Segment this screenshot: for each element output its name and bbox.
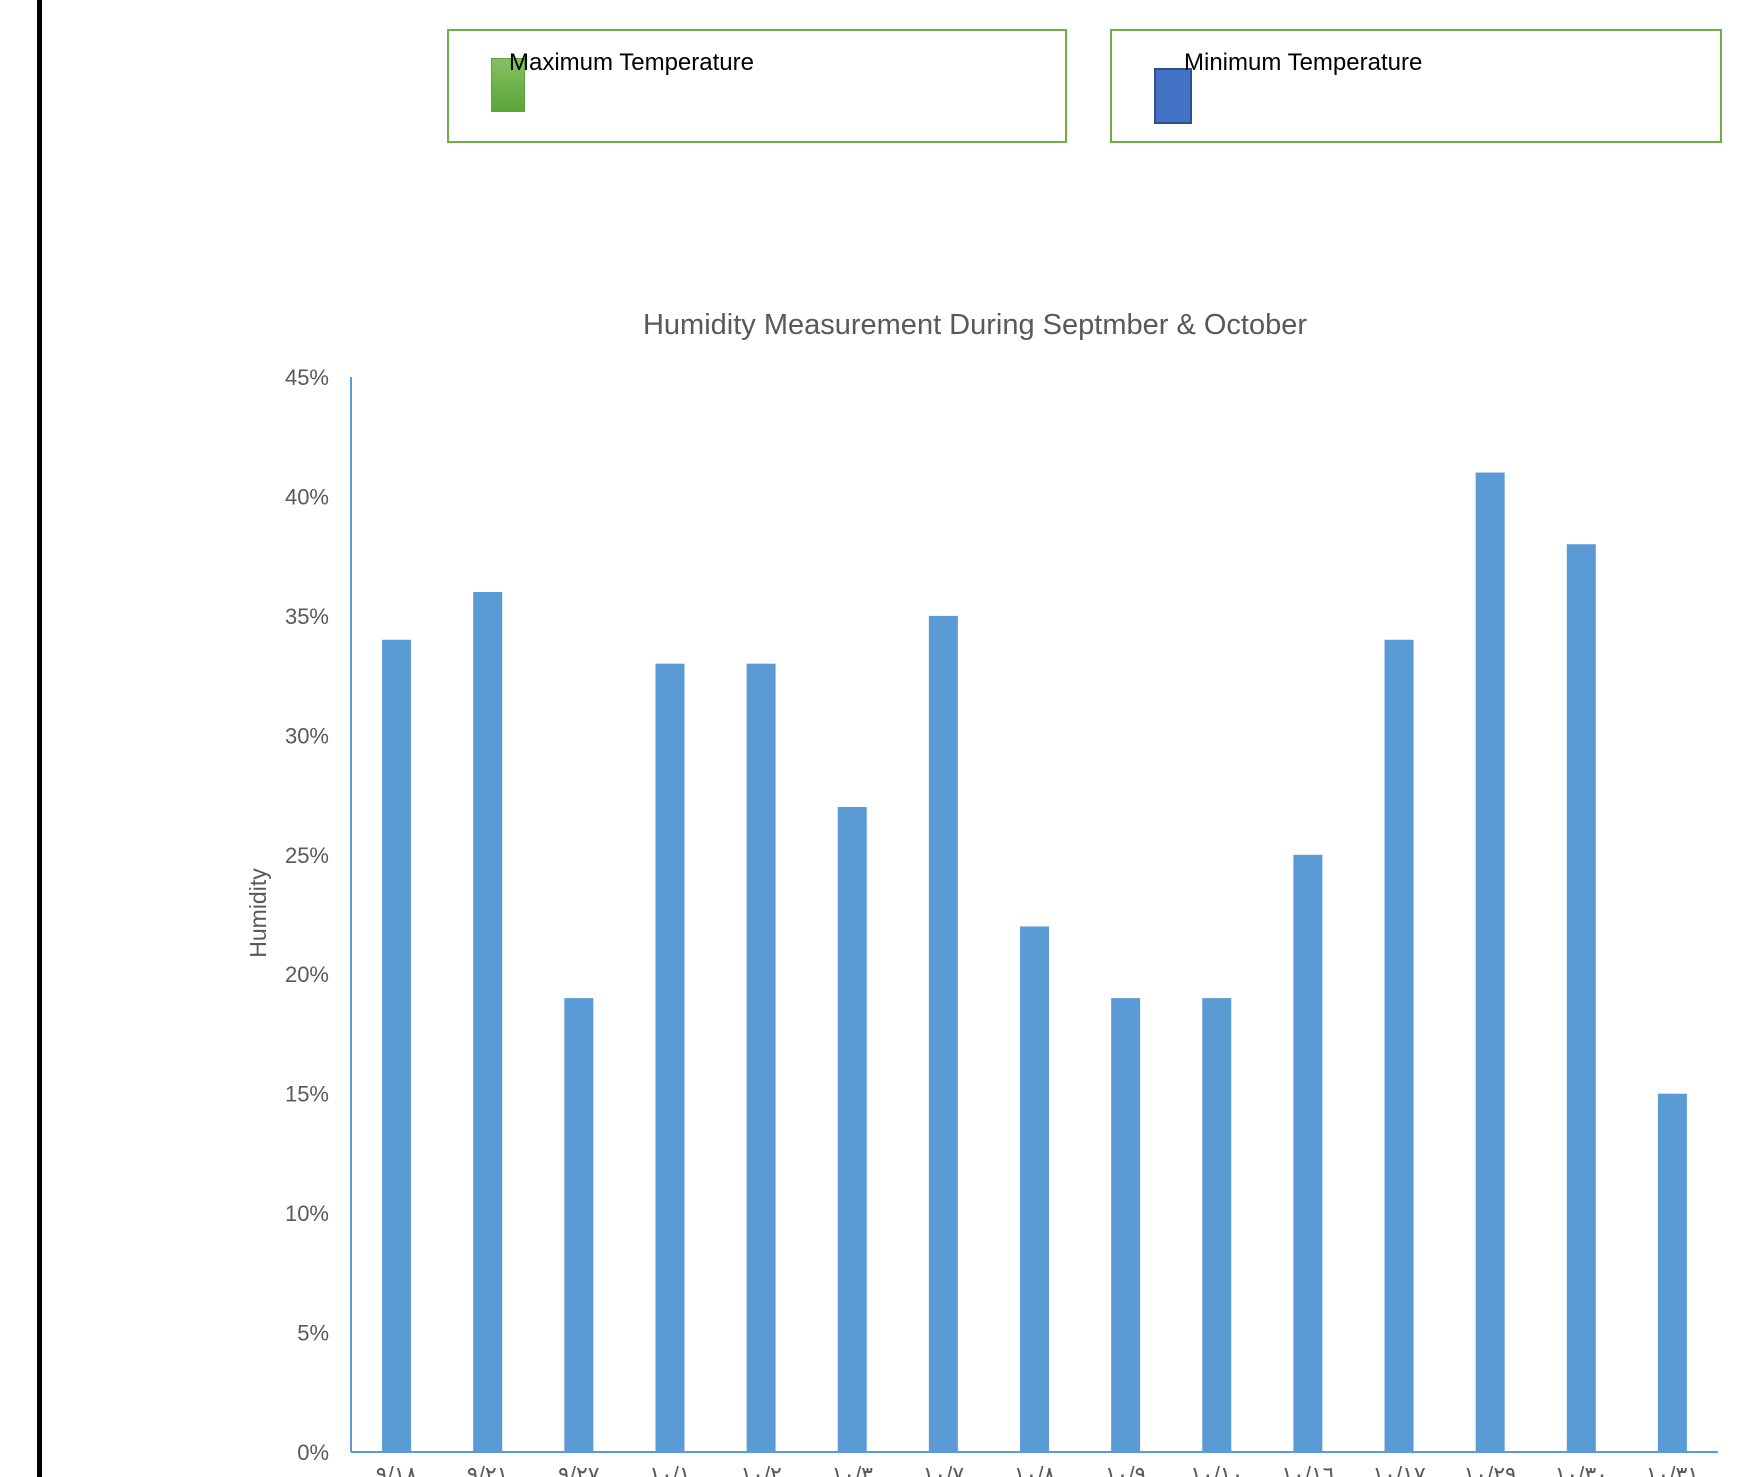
x-axis-ticks: ٩/١٨ ٩/٢١ ٩/٢٧ ١٠/١ ١٠/٢ ١٠/٣ ١٠/٧ ١٠/٨ ١٠/٩ ١٠/١… xyxy=(376,1462,1699,1477)
y-axis-title: Humidity xyxy=(245,868,271,958)
y-tick-label: 35% xyxy=(285,604,329,629)
bar xyxy=(1657,1093,1687,1452)
bar xyxy=(837,807,867,1452)
y-tick-label: 40% xyxy=(285,484,329,509)
bar xyxy=(473,592,503,1452)
legend-swatch-blue xyxy=(1154,68,1192,124)
bar xyxy=(1111,998,1141,1452)
legend-label-minimum: Minimum Temperature xyxy=(1184,49,1423,76)
bar xyxy=(1293,854,1323,1452)
legend-minimum-temperature: Minimum Temperature xyxy=(1110,29,1722,143)
x-tick-label: ١٠/٣١ xyxy=(1646,1462,1699,1477)
x-tick-label: ١٠/٢ xyxy=(740,1462,782,1477)
x-tick-label: ١٠/١٦ xyxy=(1281,1462,1334,1477)
bar xyxy=(746,663,776,1452)
x-tick-label: ١٠/٣ xyxy=(831,1462,873,1477)
y-axis-ticks: 0% 5% 10% 15% 20% 25% 30% 35% 40% 45% xyxy=(285,365,329,1465)
legend-label-maximum: Maximum Temperature xyxy=(509,49,754,76)
bar xyxy=(1384,639,1414,1452)
bar xyxy=(928,615,958,1452)
x-tick-label: ١٠/١٠ xyxy=(1190,1462,1243,1477)
legend-maximum-temperature: Maximum Temperature xyxy=(447,29,1067,143)
y-tick-label: 20% xyxy=(285,962,329,987)
bar xyxy=(1566,544,1596,1452)
y-tick-label: 15% xyxy=(285,1082,329,1107)
legend-swatch-green xyxy=(491,58,525,112)
x-tick-label: ١٠/١ xyxy=(649,1462,691,1477)
y-tick-label: 5% xyxy=(297,1321,329,1346)
y-tick-label: 0% xyxy=(297,1440,329,1465)
y-tick-label: 25% xyxy=(285,843,329,868)
y-tick-label: 30% xyxy=(285,723,329,748)
bar xyxy=(1020,926,1049,1452)
x-tick-label: ٩/٢٧ xyxy=(558,1462,600,1477)
x-tick-label: ٩/١٨ xyxy=(376,1462,418,1477)
x-tick-label: ١٠/٨ xyxy=(1014,1462,1056,1477)
x-tick-label: ٩/٢١ xyxy=(467,1462,509,1477)
bars-group xyxy=(382,472,1687,1452)
bar xyxy=(382,639,412,1452)
bar xyxy=(655,663,685,1452)
chart-title: Humidity Measurement During Septmber & O… xyxy=(643,309,1307,341)
x-tick-label: ١٠/٢٩ xyxy=(1463,1462,1516,1477)
page-left-border xyxy=(37,0,42,1477)
x-tick-label: ١٠/٩ xyxy=(1105,1462,1147,1477)
x-tick-label: ١٠/٧ xyxy=(923,1462,965,1477)
bar xyxy=(1475,472,1505,1452)
y-tick-label: 45% xyxy=(285,365,329,390)
y-tick-label: 10% xyxy=(285,1201,329,1226)
x-tick-label: ١٠/٣٠ xyxy=(1555,1462,1608,1477)
x-tick-label: ١٠/١٧ xyxy=(1372,1462,1426,1477)
bar xyxy=(564,998,594,1452)
bar xyxy=(1202,998,1232,1452)
